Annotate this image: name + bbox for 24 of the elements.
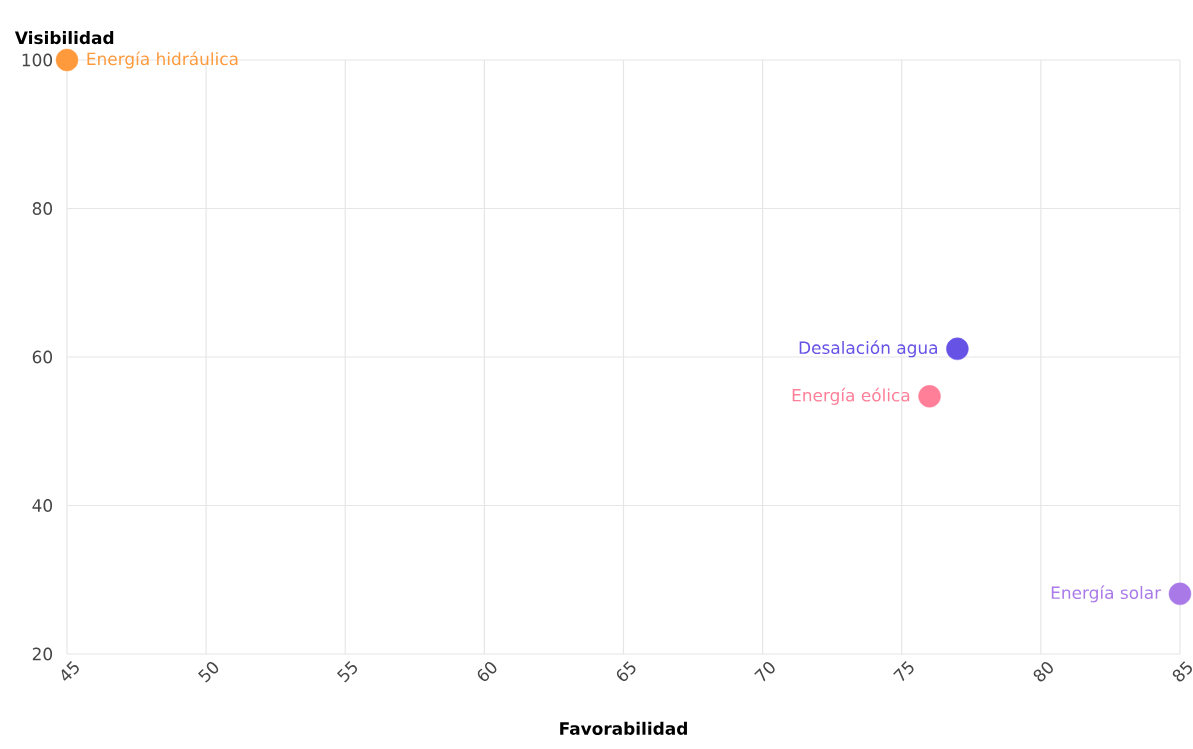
legend-label: Energía solar [1051,585,1162,603]
x-tick-label: 50 [197,662,219,683]
x-tick-label: 45 [61,661,79,681]
y-tick-label: 80 [32,202,53,215]
x-axis-title: Favorabilidad [560,721,687,735]
legend-label: Energía eólica [792,387,910,405]
x-tick-label: 60 [477,662,497,682]
point [55,48,79,72]
x-tick-label: 65 [616,661,636,682]
x-tick-label: 80 [1033,662,1053,682]
y-axis-title: Visibilidad [14,31,114,45]
series-label: Energía hidráulica [87,51,238,69]
y-tick-label: 60 [32,350,53,364]
x-tick-label: 70 [754,662,775,682]
point [918,385,941,408]
point [946,337,969,361]
y-tick-label: 100 [22,53,53,67]
legend-label: Desalación agua [799,340,938,358]
point [1168,582,1192,606]
x-tick-label: 55 [336,661,358,683]
x-tick-label: 85 [1172,661,1192,682]
y-tick-label: 40 [32,499,53,512]
y-tick-label: 20 [32,647,53,661]
x-tick-label: 75 [893,661,914,682]
